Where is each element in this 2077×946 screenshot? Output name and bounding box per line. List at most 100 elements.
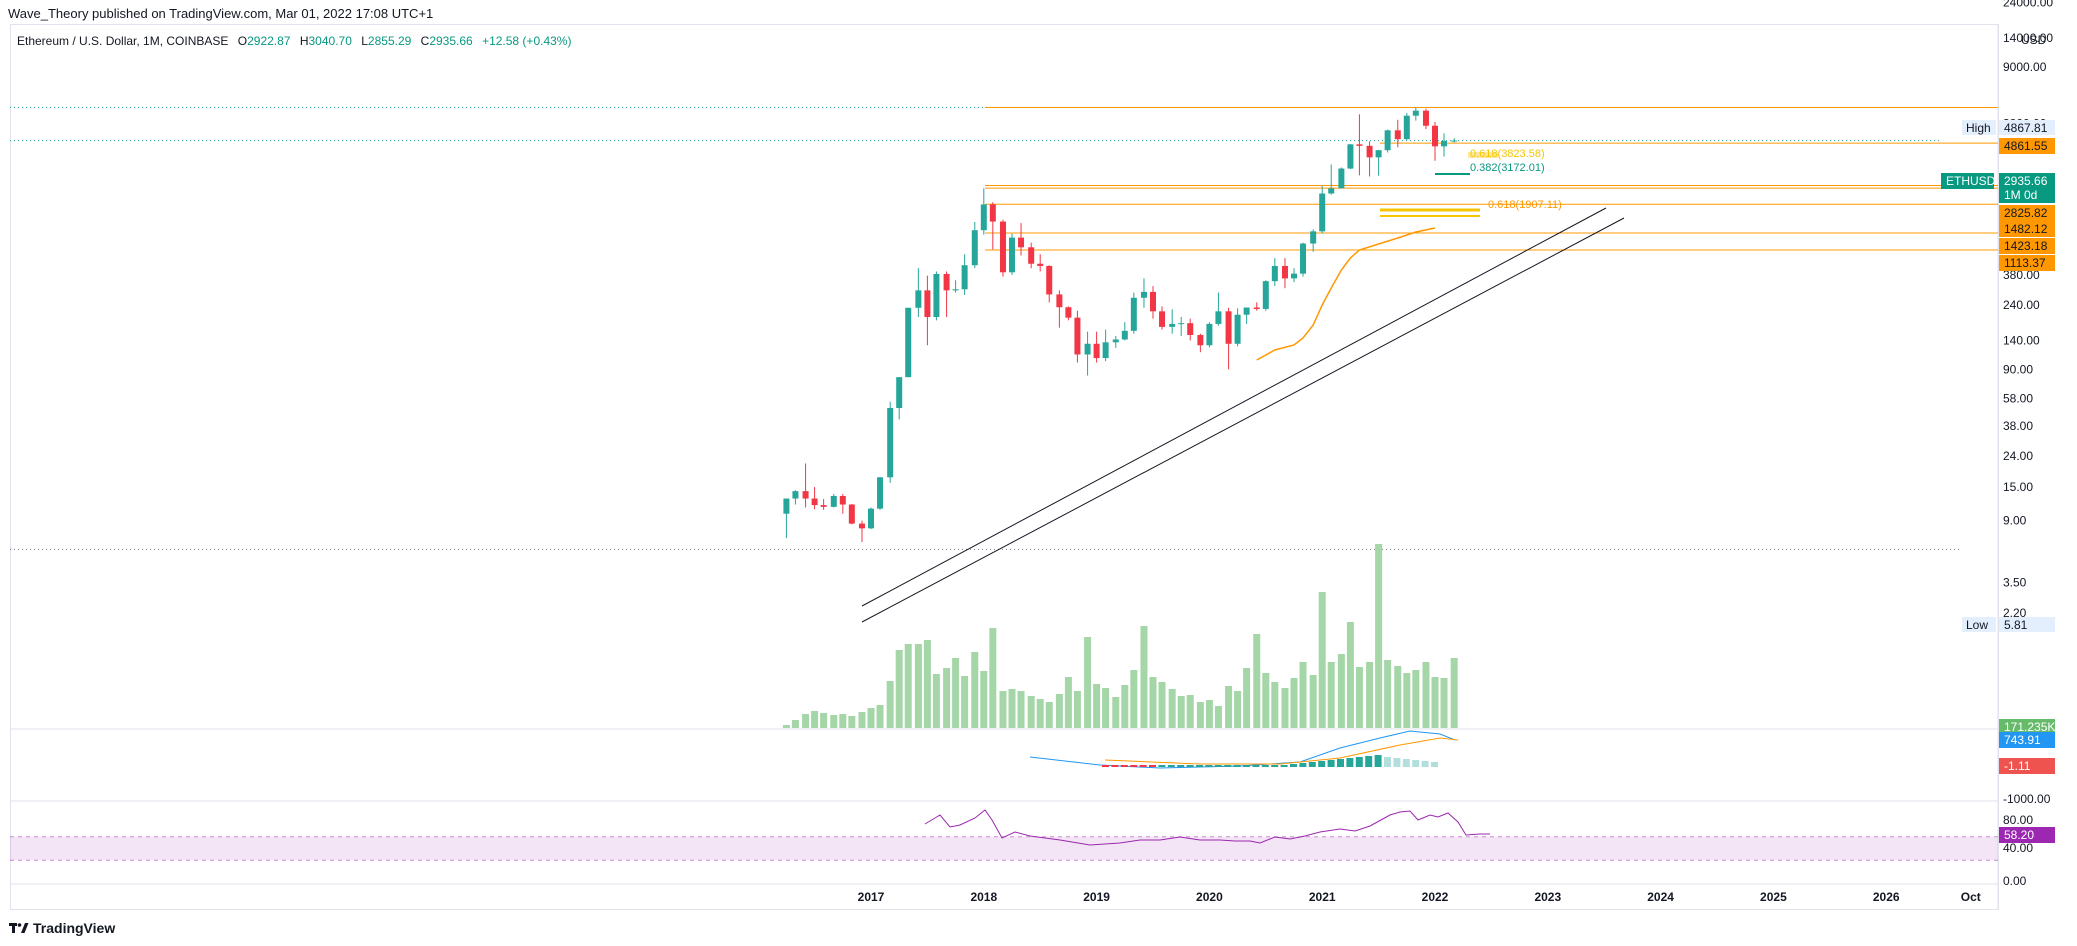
candle-body	[858, 523, 865, 529]
macd-hist-bar	[1290, 764, 1297, 767]
volume-bar	[1149, 677, 1157, 728]
price-tick-label: 2.20	[2003, 606, 2027, 620]
candle-body	[1028, 247, 1035, 264]
trendline-upper	[861, 207, 1607, 607]
time-tick-label: Oct	[1961, 890, 1981, 904]
fib-label-3172: 0.382(3172.01)	[1470, 162, 1545, 174]
time-tick-label: 2022	[1422, 890, 1449, 904]
volume-bar	[1450, 658, 1458, 728]
candle-body	[1102, 342, 1109, 359]
macd-hist-bar	[1139, 765, 1147, 767]
volume-bar	[1121, 685, 1129, 728]
price-tag-1482: 1482.12	[2004, 222, 2048, 236]
candle-body	[1121, 330, 1128, 340]
fib-zone-upper	[1468, 152, 1498, 158]
fib-labels: 0.618(3823.58) 0.382(3172.01) 0.618(1907.1…	[1470, 148, 1562, 211]
volume-bar	[820, 713, 828, 728]
candle-body	[1187, 323, 1194, 336]
macd-hist-bar	[1177, 765, 1185, 767]
candle-body	[1065, 307, 1072, 318]
time-tick-label: 2021	[1309, 890, 1336, 904]
time-axis: 2017 2018 2019 2020 2021 2022 2023 2024 2025 2026…	[858, 890, 1981, 904]
candle-body	[1178, 323, 1185, 325]
price-tag-1482-bg	[1999, 221, 2055, 237]
volume-bar	[1290, 678, 1298, 728]
rsi-value-tag: 58.20	[2004, 828, 2034, 842]
candle-body	[1451, 140, 1458, 142]
candle-body	[1338, 168, 1345, 189]
candle-body	[1197, 335, 1204, 346]
macd-hist-bar	[1261, 765, 1269, 767]
candle-body	[1281, 265, 1288, 279]
volume-bar	[1309, 675, 1317, 728]
volume-bar	[1073, 691, 1081, 728]
macd-hist-bar	[1355, 757, 1363, 767]
candle-body	[1169, 323, 1176, 327]
candle-body	[905, 307, 912, 378]
candle-body	[1130, 297, 1137, 331]
macd-hist-bar	[1130, 765, 1138, 767]
macd-hist-bar	[1327, 760, 1335, 767]
legend-low-label: L	[361, 34, 368, 48]
candle-body	[1262, 281, 1269, 309]
macd-hist-bar	[1233, 765, 1241, 767]
price-tick-label: 15.00	[2003, 480, 2033, 494]
volume-bar	[1186, 695, 1194, 728]
candle-body	[830, 495, 837, 507]
candle-body	[839, 495, 846, 505]
eth-symbol-bg	[1941, 173, 1994, 189]
candle-body	[1243, 307, 1250, 315]
price-tick-label: 58.00	[2003, 391, 2033, 405]
candle-body	[877, 477, 884, 509]
tradingview-brand[interactable]: TradingView	[9, 920, 115, 936]
candle-body	[1140, 291, 1147, 298]
candle-body	[1403, 115, 1410, 140]
rsi-tick-label: 80.00	[2003, 813, 2033, 827]
macd-hist-tag-bg	[1999, 758, 2055, 774]
macd-hist-bar	[1384, 757, 1391, 767]
candle-body	[961, 265, 968, 290]
volume-bar	[1214, 706, 1222, 728]
macd-hist-bar	[1120, 765, 1128, 767]
candle-body	[1074, 317, 1081, 355]
volume-bar	[1102, 688, 1110, 728]
macd-hist-bar	[1346, 758, 1354, 767]
macd-hist-bar	[1412, 760, 1420, 767]
volume-bar	[989, 628, 997, 728]
candle-body	[1150, 291, 1156, 312]
time-tick-label: 2024	[1647, 890, 1674, 904]
candle-body	[811, 498, 818, 506]
volume-bar	[791, 720, 799, 728]
candle-body	[1093, 343, 1100, 359]
volume-bar	[1027, 696, 1035, 728]
eth-price-tag: 2935.66	[2004, 174, 2048, 188]
legend-high: 3040.70	[308, 34, 352, 48]
price-tick-label: 3.50	[2003, 576, 2027, 590]
candle-body	[1394, 130, 1401, 140]
volume-bar	[1366, 662, 1374, 728]
volume-bar	[1384, 660, 1392, 728]
macd-hist-bar	[1308, 762, 1316, 767]
low-value-bg	[1999, 617, 2055, 632]
price-tag-4861-bg	[1999, 138, 2055, 154]
volume-bar	[1243, 668, 1251, 728]
low-value: 5.81	[2004, 618, 2028, 632]
volume-bar	[1431, 677, 1439, 728]
volume-bar	[886, 681, 894, 728]
candle-body	[1319, 193, 1326, 232]
price-tag-4861: 4861.55	[2004, 139, 2048, 153]
price-tag-2825-bg	[1999, 205, 2055, 221]
volume-bar	[1422, 662, 1430, 728]
low-label: Low	[1966, 618, 1988, 632]
volume-bar	[1036, 699, 1044, 728]
candle-body	[1234, 314, 1241, 344]
volume-bar	[1017, 691, 1025, 728]
candle-body	[943, 273, 950, 291]
volume-bar	[943, 668, 951, 728]
macd-hist-tag: -1.11	[2004, 759, 2031, 773]
volume-bar	[1318, 592, 1326, 728]
macd-hist-bar	[1186, 765, 1194, 767]
volume-bar	[1262, 673, 1270, 728]
footer-brand-text: TradingView	[33, 920, 116, 936]
